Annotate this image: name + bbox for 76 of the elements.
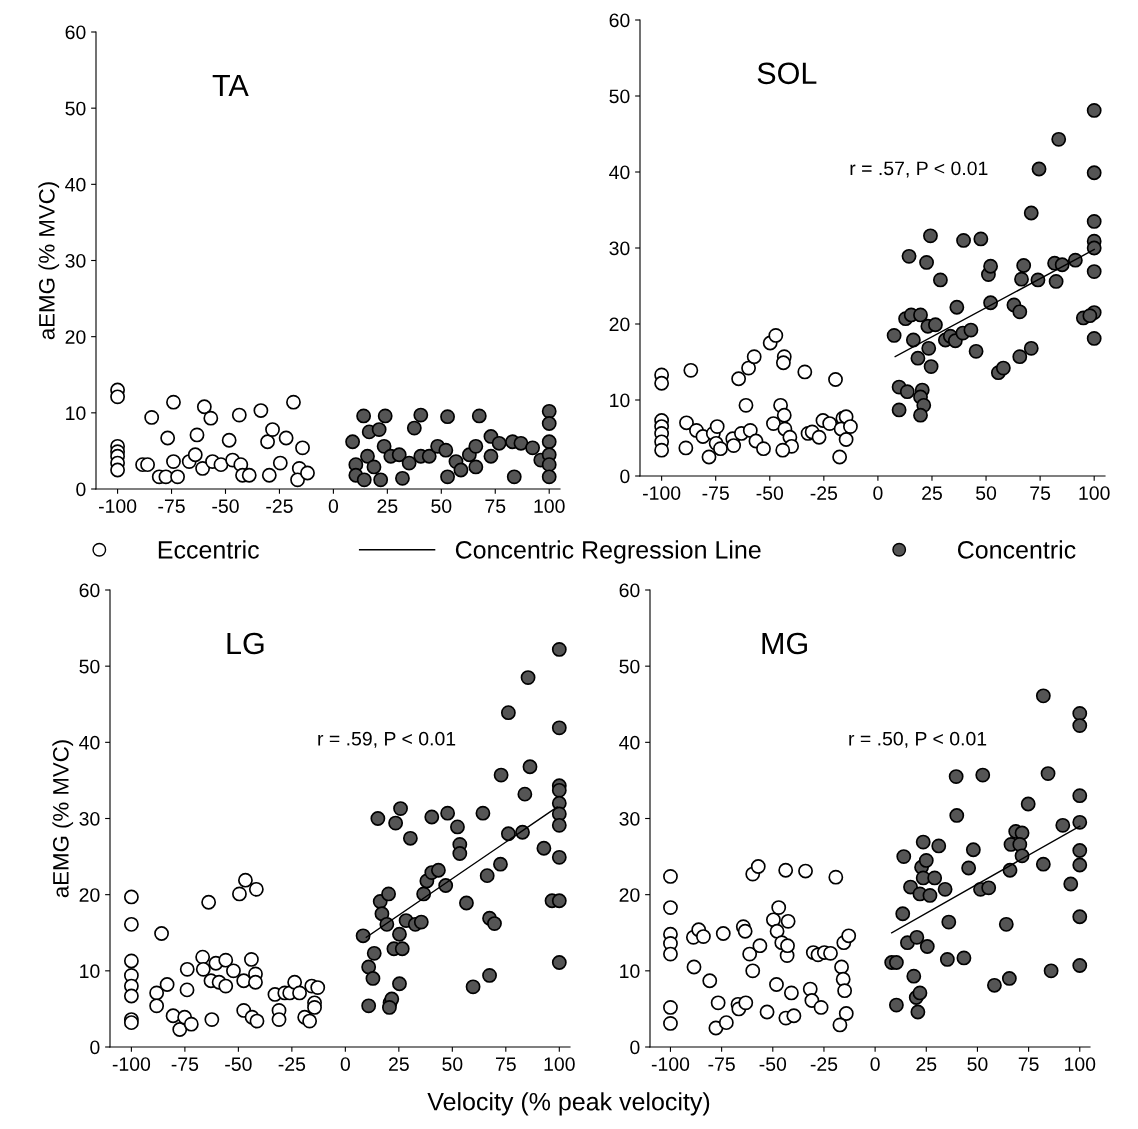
y-axis-title: aEMG (% MVC)	[38, 182, 60, 340]
x-axis-title: Velocity (% peak velocity)	[427, 1092, 710, 1116]
x-tick-label: 50	[431, 499, 452, 513]
x-tick-label: 0	[873, 486, 883, 500]
y-tick-label: 20	[609, 317, 630, 332]
x-tick-label: -50	[212, 499, 239, 513]
y-tick-label: 0	[630, 1040, 640, 1055]
y-tick-label: 60	[609, 13, 630, 28]
y-tick-label: 30	[65, 253, 86, 268]
x-tick-label: -75	[708, 1057, 735, 1071]
y-tick-label: 20	[79, 888, 100, 902]
y-tick-label: 60	[619, 583, 640, 598]
x-tick-label: 50	[967, 1057, 988, 1071]
x-tick-label: 0	[340, 1057, 350, 1071]
legend-label: Concentric	[957, 540, 1076, 559]
annotation: r = .57, P < 0.01	[850, 161, 988, 178]
y-tick-label: 20	[619, 888, 640, 902]
y-tick-label: 40	[609, 165, 630, 180]
x-tick-label: 75	[485, 499, 506, 513]
y-tick-label: 50	[609, 89, 630, 104]
y-tick-label: 60	[65, 25, 86, 40]
x-tick-label: -25	[810, 1057, 838, 1071]
annotation: r = .50, P < 0.01	[849, 731, 987, 748]
x-tick-label: 100	[1079, 486, 1110, 500]
x-tick-label: 25	[389, 1057, 409, 1071]
annotation: r = .59, P < 0.01	[318, 731, 456, 748]
y-tick-label: 10	[66, 406, 86, 421]
y-tick-label: 40	[79, 735, 100, 750]
text: SOL	[757, 62, 817, 85]
x-tick-label: 0	[870, 1057, 880, 1071]
x-tick-label: 100	[1065, 1057, 1096, 1071]
x-tick-label: -50	[225, 1057, 252, 1071]
y-tick-label: 0	[620, 469, 630, 484]
y-tick-label: 50	[79, 659, 100, 674]
y-tick-label: 30	[609, 241, 630, 256]
y-tick-label: 30	[619, 811, 640, 826]
x-tick-label: -25	[278, 1057, 306, 1071]
text: LG	[227, 632, 264, 655]
x-tick-label: -25	[810, 486, 838, 500]
y-tick-label: 60	[79, 583, 100, 598]
x-tick-label: 25	[377, 499, 398, 513]
x-tick-label: -100	[651, 1057, 690, 1071]
x-tick-label: 100	[534, 499, 565, 513]
y-tick-label: 10	[610, 393, 630, 408]
y-tick-label: 30	[79, 811, 100, 826]
legend-label: Eccentric	[158, 540, 259, 559]
x-tick-label: -50	[759, 1057, 787, 1071]
legend-label: Concentric Regression Line	[455, 540, 761, 564]
x-tick-label: 75	[1018, 1057, 1039, 1071]
x-tick-label: -50	[756, 486, 784, 500]
text: TA	[212, 74, 249, 96]
x-tick-label: 25	[916, 1057, 937, 1071]
y-axis-title: aEMG (% MVC)	[52, 740, 74, 898]
x-tick-label: -100	[643, 486, 681, 500]
x-tick-label: 100	[544, 1057, 575, 1071]
y-tick-label: 50	[65, 101, 86, 116]
x-tick-label: 75	[496, 1057, 516, 1071]
y-tick-label: 20	[65, 330, 86, 344]
text: MG	[762, 632, 807, 655]
x-tick-label: 75	[1030, 486, 1051, 500]
x-tick-label: -100	[98, 499, 137, 513]
x-tick-label: -75	[158, 499, 185, 513]
x-tick-label: -75	[702, 486, 729, 500]
x-tick-label: -25	[266, 499, 293, 513]
x-tick-label: -75	[171, 1057, 199, 1071]
x-tick-label: 25	[922, 486, 942, 500]
y-tick-label: 10	[620, 964, 640, 979]
x-tick-label: 0	[328, 499, 339, 513]
x-tick-label: -100	[112, 1057, 151, 1071]
y-tick-label: 0	[90, 1040, 100, 1055]
y-tick-label: 50	[619, 659, 640, 674]
y-tick-label: 40	[619, 735, 640, 750]
x-tick-label: 50	[976, 486, 997, 500]
y-tick-label: 40	[65, 177, 86, 192]
x-tick-label: 50	[442, 1057, 463, 1071]
y-tick-label: 10	[80, 964, 100, 979]
